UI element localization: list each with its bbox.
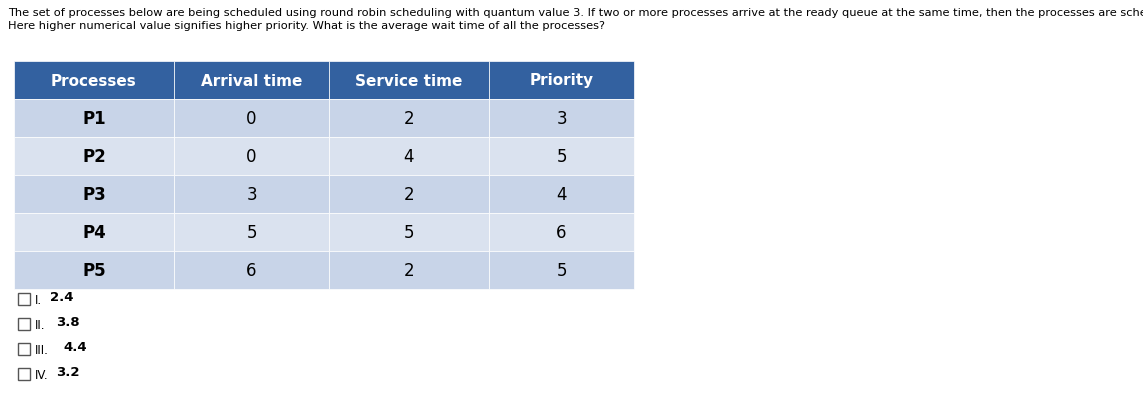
Text: P5: P5 (82, 261, 106, 279)
Text: 3: 3 (557, 110, 567, 128)
Text: 0: 0 (246, 110, 257, 128)
Text: P4: P4 (82, 223, 106, 241)
Text: III.: III. (35, 344, 49, 356)
Bar (174, 176, 329, 213)
Bar (489, 251, 634, 289)
Text: 6: 6 (557, 223, 567, 241)
Bar (14, 100, 174, 138)
Text: 5: 5 (557, 148, 567, 166)
Bar (18, 368, 30, 380)
Text: I.: I. (35, 294, 42, 307)
Text: Service time: Service time (355, 73, 463, 88)
Bar (329, 100, 489, 138)
Text: P2: P2 (82, 148, 106, 166)
Bar (174, 100, 329, 138)
Bar (329, 176, 489, 213)
Text: II.: II. (35, 319, 46, 332)
Bar (489, 138, 634, 176)
Text: Processes: Processes (51, 73, 137, 88)
Text: Arrival time: Arrival time (201, 73, 302, 88)
Bar (14, 176, 174, 213)
Bar (489, 213, 634, 251)
Bar (14, 251, 174, 289)
Text: 2: 2 (403, 261, 414, 279)
Bar (329, 138, 489, 176)
Text: Priority: Priority (529, 73, 593, 88)
Text: 0: 0 (246, 148, 257, 166)
Text: 3.2: 3.2 (56, 366, 80, 379)
Bar (14, 138, 174, 176)
Bar (174, 251, 329, 289)
Text: P1: P1 (82, 110, 106, 128)
Bar (18, 343, 30, 355)
Bar (174, 213, 329, 251)
Text: 5: 5 (246, 223, 257, 241)
Text: The set of processes below are being scheduled using round robin scheduling with: The set of processes below are being sch… (8, 8, 1143, 18)
Text: 4.4: 4.4 (63, 341, 87, 354)
Text: 3.8: 3.8 (56, 316, 80, 329)
Bar (174, 138, 329, 176)
Bar (18, 293, 30, 305)
Bar (329, 62, 489, 100)
Bar (329, 251, 489, 289)
Bar (489, 100, 634, 138)
Text: Here higher numerical value signifies higher priority. What is the average wait : Here higher numerical value signifies hi… (8, 21, 605, 31)
Bar (489, 62, 634, 100)
Text: 5: 5 (403, 223, 414, 241)
Text: 5: 5 (557, 261, 567, 279)
Bar (14, 213, 174, 251)
Text: 2: 2 (403, 110, 414, 128)
Text: 4: 4 (403, 148, 414, 166)
Text: 3: 3 (246, 186, 257, 203)
Text: 2.4: 2.4 (50, 291, 73, 304)
Bar (329, 213, 489, 251)
Text: 2: 2 (403, 186, 414, 203)
Text: 6: 6 (246, 261, 257, 279)
Text: IV.: IV. (35, 369, 49, 381)
Bar (489, 176, 634, 213)
Bar (174, 62, 329, 100)
Bar (14, 62, 174, 100)
Bar (18, 318, 30, 330)
Text: 4: 4 (557, 186, 567, 203)
Text: P3: P3 (82, 186, 106, 203)
